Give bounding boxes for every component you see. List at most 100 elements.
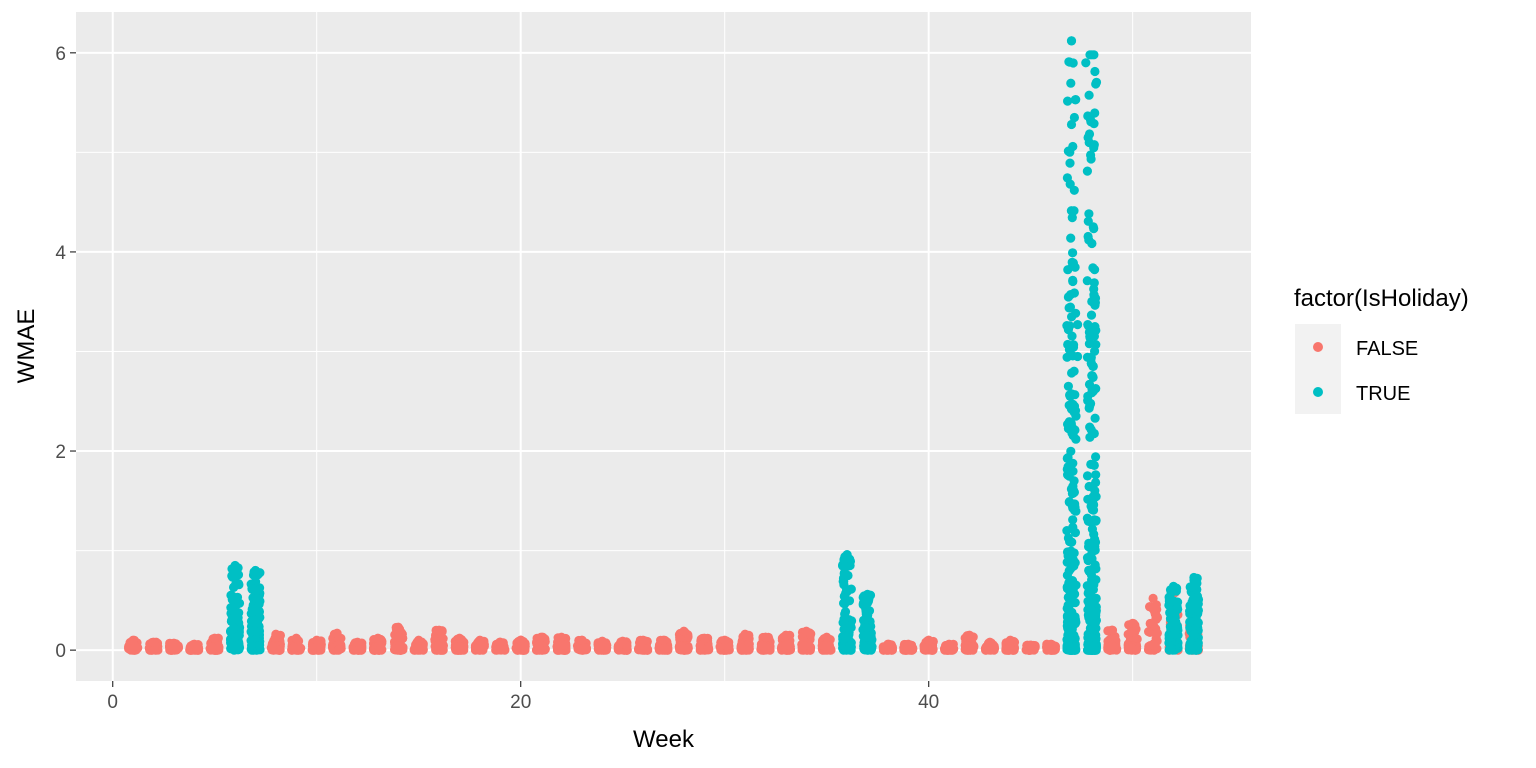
x-axis-title: Week xyxy=(633,726,695,753)
point-true xyxy=(227,595,237,605)
point-false xyxy=(1148,640,1159,650)
point-false xyxy=(699,633,709,643)
point-true xyxy=(1066,119,1077,130)
data-points xyxy=(124,36,1204,655)
point-true xyxy=(862,623,872,633)
point-true xyxy=(858,600,868,610)
point-true xyxy=(247,584,257,594)
point-false xyxy=(455,642,465,653)
x-tick-label: 20 xyxy=(510,692,531,713)
point-true xyxy=(1173,604,1183,614)
point-false xyxy=(1046,639,1056,649)
point-false xyxy=(475,635,485,645)
point-true xyxy=(234,640,244,650)
y-tick-label: 6 xyxy=(55,44,66,65)
point-true xyxy=(1193,618,1203,628)
point-false xyxy=(169,638,179,648)
point-true xyxy=(1082,276,1092,286)
point-true xyxy=(1068,258,1078,268)
point-true xyxy=(250,565,261,576)
point-true xyxy=(1185,617,1195,627)
point-true xyxy=(862,589,873,600)
point-true xyxy=(246,616,257,626)
point-true xyxy=(1084,235,1094,245)
legend-label-true: TRUE xyxy=(1356,383,1410,405)
point-true xyxy=(1088,263,1098,273)
point-false xyxy=(964,630,975,640)
point-true xyxy=(1069,476,1079,486)
point-true xyxy=(1066,546,1076,556)
point-true xyxy=(842,632,853,642)
point-true xyxy=(1071,95,1081,105)
point-true xyxy=(1084,339,1094,349)
point-false xyxy=(434,625,444,635)
point-false xyxy=(924,635,934,645)
point-true xyxy=(1091,452,1101,462)
point-true xyxy=(1086,459,1096,469)
point-true xyxy=(252,593,262,603)
point-false xyxy=(393,622,403,632)
point-false xyxy=(438,634,448,644)
point-true xyxy=(1062,173,1072,183)
point-true xyxy=(845,642,855,652)
point-true xyxy=(1067,213,1077,223)
point-true xyxy=(1064,344,1074,355)
point-false xyxy=(560,640,570,650)
point-true xyxy=(1089,642,1099,652)
point-true xyxy=(1087,547,1097,557)
point-true xyxy=(1065,158,1075,168)
y-tick-label: 0 xyxy=(55,641,66,662)
point-false xyxy=(474,643,484,653)
point-true xyxy=(1085,432,1095,442)
point-true xyxy=(839,568,849,579)
point-false xyxy=(679,626,689,636)
point-true xyxy=(1063,462,1073,472)
x-tick-label: 40 xyxy=(918,692,939,713)
point-false xyxy=(1150,603,1160,613)
point-false xyxy=(801,626,811,636)
point-true xyxy=(840,607,851,617)
point-true xyxy=(1081,58,1091,68)
point-true xyxy=(1089,278,1099,288)
point-false xyxy=(618,636,628,646)
point-false xyxy=(760,632,771,642)
point-true xyxy=(1070,642,1080,652)
point-true xyxy=(1068,276,1078,287)
point-true xyxy=(1090,66,1100,77)
point-true xyxy=(842,585,852,595)
point-false xyxy=(376,643,386,653)
point-true xyxy=(1069,401,1080,411)
x-axis: 0 20 40 xyxy=(107,681,939,713)
point-false xyxy=(1004,643,1014,653)
point-true xyxy=(1063,325,1073,335)
legend: factor(IsHoliday) FALSE TRUE xyxy=(1294,285,1469,414)
y-axis: 0 2 4 6 xyxy=(55,44,76,662)
point-false xyxy=(312,642,322,652)
legend-label-false: FALSE xyxy=(1356,338,1418,360)
point-true xyxy=(1063,96,1073,106)
point-true xyxy=(1189,572,1199,583)
point-true xyxy=(1168,581,1179,592)
legend-key-false xyxy=(1313,342,1323,352)
point-true xyxy=(1188,595,1198,605)
point-true xyxy=(1087,598,1097,608)
point-false xyxy=(597,636,607,646)
point-false xyxy=(1148,593,1158,604)
point-true xyxy=(1068,431,1078,441)
point-true xyxy=(1086,150,1096,160)
point-false xyxy=(581,644,591,655)
point-false xyxy=(352,637,363,647)
point-true xyxy=(1064,628,1075,638)
point-true xyxy=(1084,209,1094,219)
point-false xyxy=(413,643,423,653)
point-true xyxy=(1086,310,1097,320)
y-axis-title: WMAE xyxy=(13,309,40,384)
point-true xyxy=(1086,610,1097,621)
point-true xyxy=(1084,379,1095,389)
point-true xyxy=(1067,617,1077,627)
point-true xyxy=(1065,390,1075,400)
point-true xyxy=(1086,566,1096,576)
point-true xyxy=(1087,524,1097,534)
point-true xyxy=(1084,540,1094,550)
y-tick-label: 2 xyxy=(55,442,66,463)
